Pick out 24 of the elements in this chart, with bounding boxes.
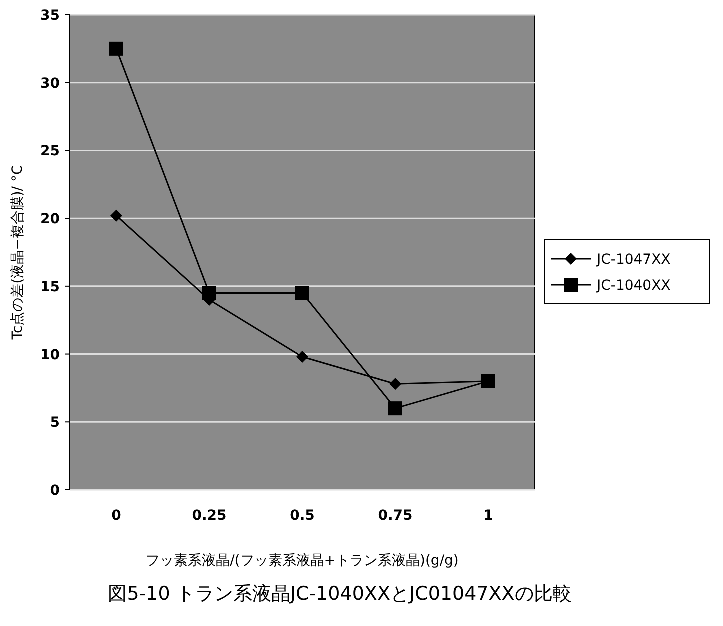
y-tick-label: 10 (40, 347, 60, 364)
y-tick-label: 15 (40, 279, 60, 296)
x-tick-label: 0 (112, 508, 122, 524)
x-axis-title: フッ素系液晶/(フッ素系液晶+トラン系液晶)(g/g) (146, 553, 459, 569)
y-tick-label: 5 (50, 415, 60, 432)
point (110, 210, 122, 222)
y-tick-label: 0 (50, 483, 60, 499)
point (110, 42, 124, 56)
point (388, 402, 402, 416)
y-tick-label: 35 (40, 8, 60, 24)
x-tick-label: 0.5 (290, 508, 315, 524)
y-tick-label: 20 (40, 212, 60, 228)
point (296, 351, 308, 363)
point (390, 378, 402, 390)
x-tick-label: 0.75 (378, 508, 413, 524)
y-tick-label: 30 (40, 76, 60, 92)
y-axis-title: Tc点の差(液晶−複合膜)/ °C (10, 165, 26, 341)
legend-label: JC-1047XX (596, 252, 672, 268)
x-tick-label: 1 (484, 508, 494, 524)
point (296, 286, 310, 300)
x-tick-label: 0.25 (192, 508, 227, 524)
caption: 図5-10 トラン系液晶JC-1040XXとJC01047XXの比較 (108, 583, 572, 605)
legend-label: JC-1040XX (596, 278, 672, 294)
y-tick-label: 25 (40, 144, 60, 160)
